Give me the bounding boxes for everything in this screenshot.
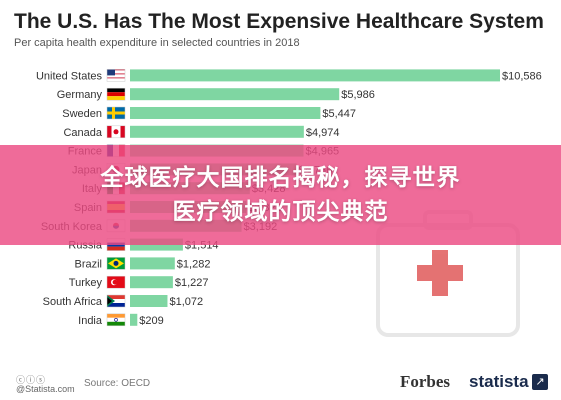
banner-line-1: 全球医疗大国排名揭秘，探寻世界 <box>100 165 461 191</box>
category-label: India <box>78 315 103 327</box>
flag-us-icon <box>106 69 126 82</box>
value-label: $10,586 <box>502 70 542 82</box>
flag-za-icon <box>106 294 126 308</box>
category-label: United States <box>36 70 103 82</box>
category-label: Sweden <box>62 108 102 120</box>
flag-ca-icon <box>106 125 126 139</box>
value-label: $5,986 <box>341 89 375 101</box>
category-label: Canada <box>63 127 102 139</box>
value-label: $209 <box>139 315 163 327</box>
bar <box>130 107 321 119</box>
flag-tr-icon <box>106 275 126 289</box>
bar <box>130 125 304 138</box>
forbes-logo: Forbes <box>400 372 451 391</box>
bar <box>130 313 138 326</box>
bar <box>130 257 175 270</box>
footer: ⓒⓘⓢ @Statista.com Source: OECD Forbes st… <box>0 370 561 400</box>
bar <box>130 295 168 307</box>
bar <box>130 88 340 101</box>
chart-title: The U.S. Has The Most Expensive Healthca… <box>14 10 544 33</box>
bar <box>130 69 500 82</box>
flag-de-icon <box>106 87 126 101</box>
bar <box>130 276 173 289</box>
value-label: $1,227 <box>175 277 209 289</box>
statista-url: @Statista.com <box>16 384 75 394</box>
value-label: $4,974 <box>306 127 340 139</box>
value-label: $1,072 <box>169 296 203 308</box>
value-label: $5,447 <box>322 108 356 120</box>
flag-br-icon <box>106 257 126 270</box>
statista-arrow-icon: ↗ <box>532 374 548 390</box>
category-label: Brazil <box>74 258 102 270</box>
category-label: South Africa <box>43 296 103 308</box>
creative-commons-icon: ⓒⓘⓢ <box>16 375 47 385</box>
category-label: Turkey <box>69 277 103 289</box>
flag-se-icon <box>106 106 126 120</box>
statista-logo: statista <box>469 372 529 391</box>
category-label: Germany <box>57 89 103 101</box>
promo-banner: 全球医疗大国排名揭秘，探寻世界 医疗领域的顶尖典范 <box>0 145 561 245</box>
banner-line-2: 医疗领域的顶尖典范 <box>172 199 389 225</box>
chart-subtitle: Per capita health expenditure in selecte… <box>14 37 300 49</box>
source-text: Source: OECD <box>84 378 151 389</box>
flag-in-icon <box>106 313 126 327</box>
value-label: $1,282 <box>177 258 211 270</box>
